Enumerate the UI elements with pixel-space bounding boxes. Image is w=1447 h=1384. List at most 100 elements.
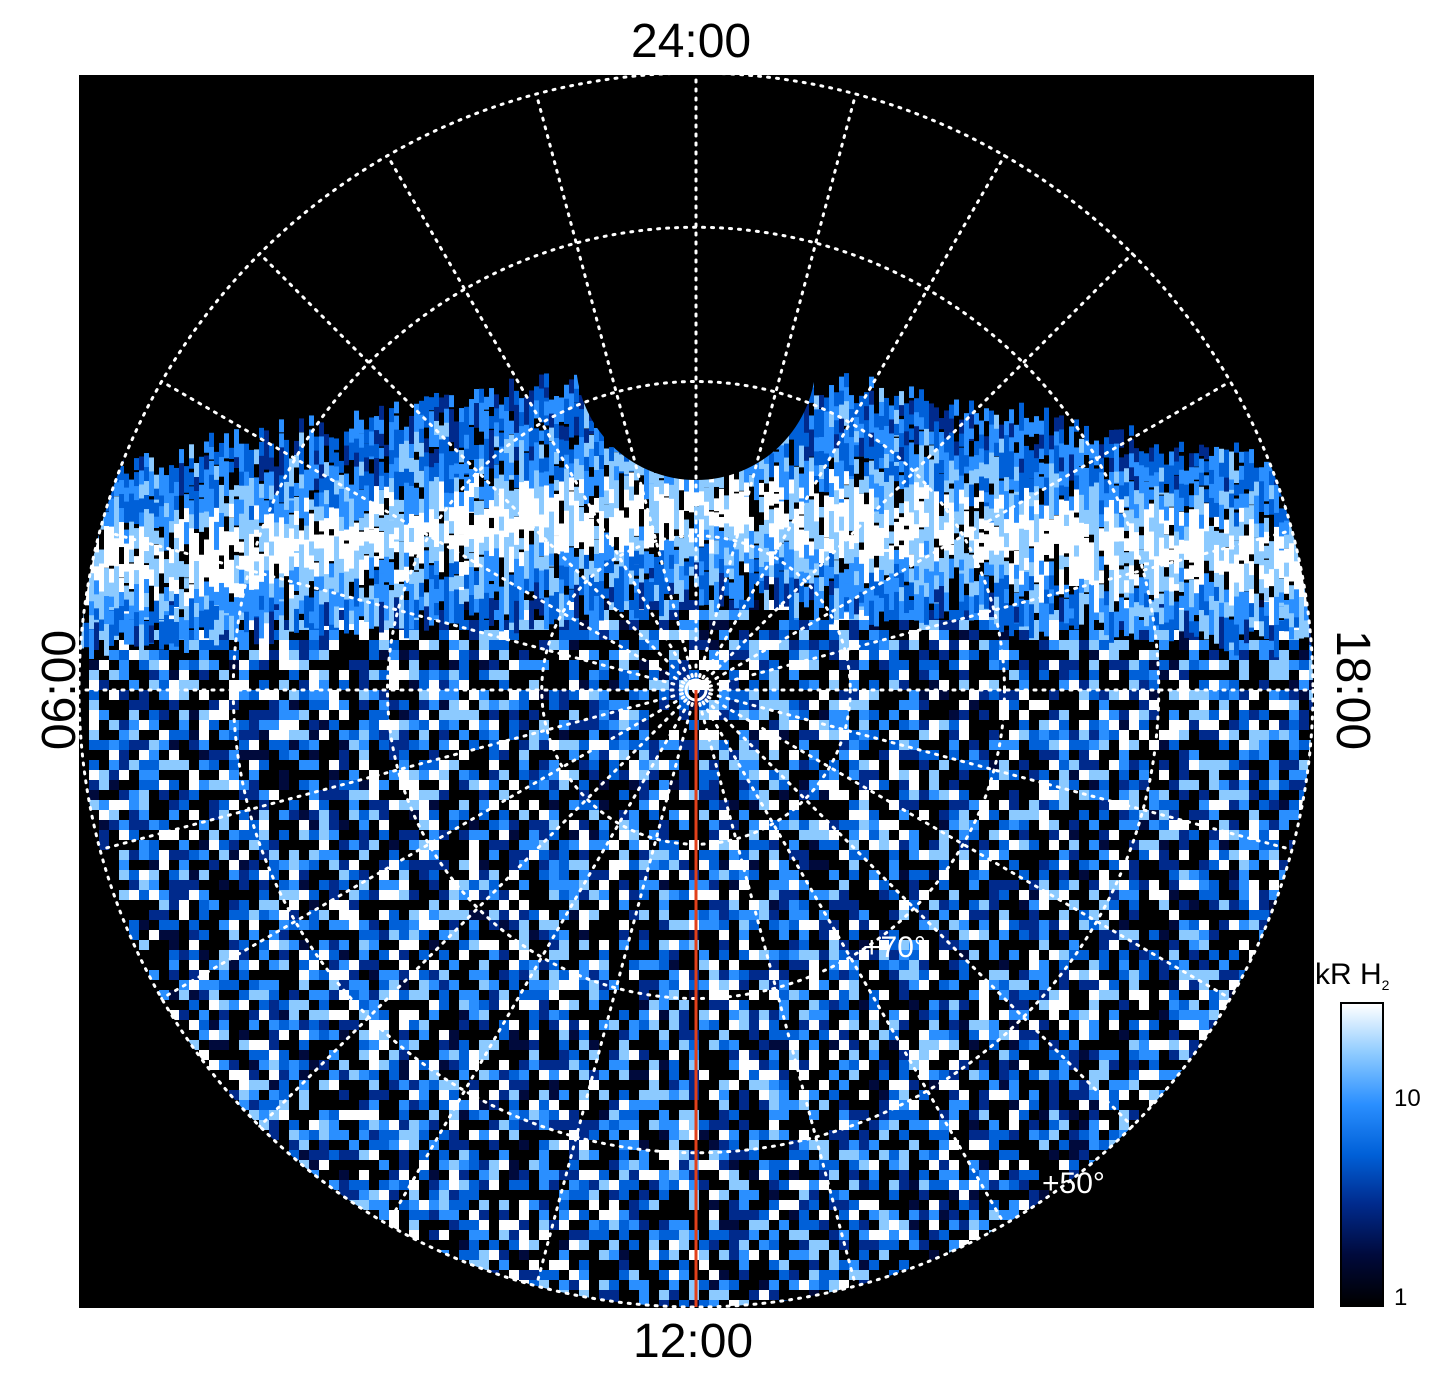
speckle-cell	[619, 670, 629, 680]
speckle-cell	[229, 920, 239, 930]
speckle-cell	[719, 1170, 729, 1180]
speckle-cell	[739, 1270, 749, 1280]
speckle-cell	[189, 940, 199, 950]
speckle-cell	[899, 800, 909, 810]
speckle-cell	[229, 850, 239, 860]
speckle-cell	[139, 660, 149, 670]
speckle-cell	[479, 640, 489, 650]
speckle-cell	[129, 680, 139, 690]
speckle-cell	[849, 980, 859, 990]
speckle-cell	[779, 900, 789, 910]
speckle-cell	[849, 630, 859, 640]
speckle-cell	[689, 1190, 699, 1200]
speckle-cell	[1109, 760, 1119, 770]
speckle-cell	[679, 1270, 689, 1280]
auroral-streak	[219, 540, 224, 554]
speckle-cell	[679, 980, 689, 990]
speckle-cell	[479, 1100, 489, 1110]
speckle-cell	[1169, 1000, 1179, 1010]
auroral-streak	[269, 569, 274, 596]
speckle-cell	[599, 780, 609, 790]
speckle-cell	[369, 1190, 379, 1200]
speckle-cell	[1249, 750, 1259, 760]
auroral-streak	[329, 479, 334, 506]
speckle-cell	[159, 740, 169, 750]
speckle-cell	[849, 1200, 859, 1210]
speckle-cell	[849, 1110, 859, 1120]
speckle-cell	[419, 850, 429, 860]
speckle-cell	[549, 950, 559, 960]
auroral-streak	[94, 622, 99, 642]
speckle-cell	[419, 640, 429, 650]
speckle-cell	[589, 1000, 599, 1010]
speckle-cell	[979, 760, 989, 770]
speckle-cell	[419, 740, 429, 750]
speckle-cell	[869, 760, 879, 770]
speckle-cell	[789, 900, 799, 910]
speckle-cell	[839, 700, 849, 710]
speckle-cell	[999, 650, 1009, 660]
speckle-cell	[949, 1100, 959, 1110]
speckle-cell	[289, 660, 299, 670]
speckle-cell	[149, 650, 159, 660]
speckle-cell	[199, 780, 209, 790]
speckle-cell	[449, 720, 459, 730]
speckle-cell	[939, 1200, 949, 1210]
speckle-cell	[979, 690, 989, 700]
speckle-cell	[1299, 820, 1309, 830]
speckle-cell	[1089, 780, 1099, 790]
speckle-cell	[819, 790, 829, 800]
speckle-cell	[409, 1070, 419, 1080]
speckle-cell	[549, 1140, 559, 1150]
speckle-cell	[229, 860, 239, 870]
speckle-cell	[1219, 710, 1229, 720]
speckle-cell	[799, 990, 809, 1000]
speckle-cell	[1219, 840, 1229, 850]
speckle-cell	[1169, 880, 1179, 890]
speckle-cell	[189, 870, 199, 880]
speckle-cell	[319, 1000, 329, 1010]
speckle-cell	[1059, 1070, 1069, 1080]
speckle-cell	[1129, 720, 1139, 730]
speckle-cell	[289, 910, 299, 920]
speckle-cell	[409, 740, 419, 750]
speckle-cell	[819, 840, 829, 850]
speckle-cell	[439, 740, 449, 750]
speckle-cell	[1019, 680, 1029, 690]
speckle-cell	[539, 760, 549, 770]
speckle-cell	[799, 1190, 809, 1200]
speckle-cell	[219, 1020, 229, 1030]
speckle-cell	[399, 860, 409, 870]
speckle-cell	[419, 720, 429, 730]
speckle-cell	[759, 1170, 769, 1180]
speckle-cell	[1069, 940, 1079, 950]
speckle-cell	[1139, 1020, 1149, 1030]
speckle-cell	[299, 1030, 309, 1040]
speckle-cell	[99, 840, 109, 850]
speckle-cell	[159, 710, 169, 720]
speckle-cell	[349, 980, 359, 990]
speckle-cell	[619, 880, 629, 890]
speckle-cell	[659, 890, 669, 900]
auroral-streak	[134, 528, 139, 549]
speckle-cell	[839, 1000, 849, 1010]
speckle-cell	[709, 860, 719, 870]
speckle-cell	[249, 930, 259, 940]
speckle-cell	[769, 770, 779, 780]
speckle-cell	[979, 1000, 989, 1010]
speckle-cell	[559, 1210, 569, 1220]
auroral-streak	[79, 563, 84, 587]
speckle-cell	[789, 1060, 799, 1070]
speckle-cell	[979, 1140, 989, 1150]
speckle-cell	[959, 800, 969, 810]
speckle-cell	[419, 950, 429, 960]
speckle-cell	[329, 1070, 339, 1080]
speckle-cell	[669, 920, 679, 930]
speckle-cell	[249, 750, 259, 760]
speckle-cell	[189, 660, 199, 670]
speckle-cell	[1169, 960, 1179, 970]
speckle-cell	[1069, 770, 1079, 780]
speckle-cell	[359, 1170, 369, 1180]
speckle-cell	[439, 730, 449, 740]
speckle-cell	[939, 640, 949, 650]
